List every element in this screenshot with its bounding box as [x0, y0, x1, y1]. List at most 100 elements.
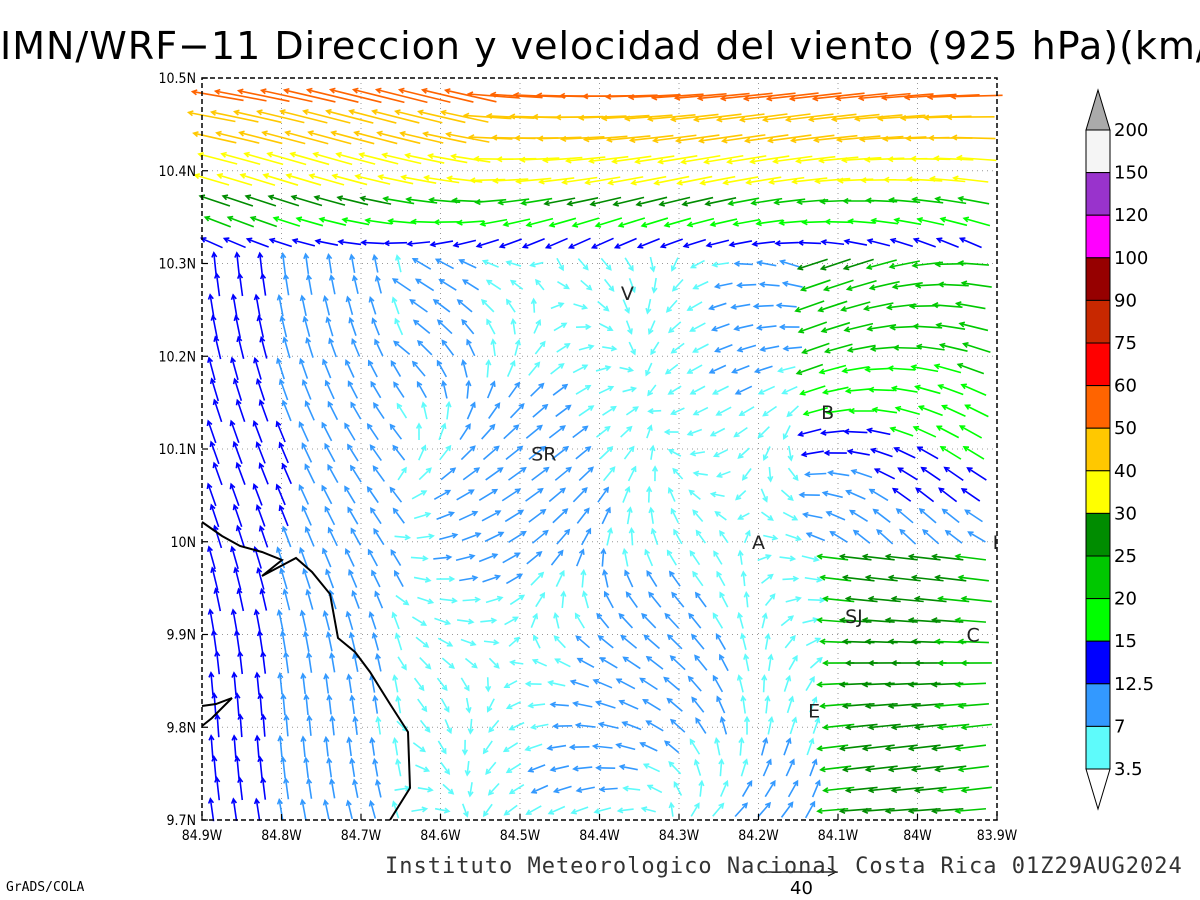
- wind-vector: [843, 322, 874, 333]
- wind-vector: [743, 134, 789, 144]
- wind-vector: [349, 253, 356, 274]
- wind-vector: [809, 758, 818, 777]
- wind-vector: [299, 609, 308, 632]
- wind-vector: [764, 694, 771, 714]
- wind-vector: [508, 636, 521, 647]
- wind-vector: [520, 197, 553, 206]
- wind-vector: [452, 239, 477, 248]
- wind-vector: [325, 631, 333, 652]
- wind-vector: [524, 680, 542, 688]
- wind-vector: [214, 713, 221, 738]
- wind-vector: [439, 444, 452, 461]
- wind-vector: [199, 237, 223, 249]
- wind-vector: [848, 509, 869, 523]
- wind-vector: [764, 779, 776, 798]
- wind-vector: [552, 508, 569, 524]
- wind-vector: [532, 403, 549, 418]
- wind-vector: [622, 656, 641, 670]
- colorbar-segment: [1085, 385, 1111, 429]
- wind-vector: [549, 765, 570, 773]
- wind-vector: [686, 428, 703, 437]
- wind-vector: [695, 717, 707, 734]
- wind-vector: [351, 589, 360, 609]
- wind-vector: [667, 449, 682, 457]
- wind-vector: [190, 89, 244, 102]
- wind-vector: [393, 381, 405, 398]
- lon-tick-label: 84.9W: [182, 828, 223, 844]
- wind-vector: [368, 296, 377, 315]
- wind-vector: [392, 507, 405, 524]
- wind-vector: [321, 421, 333, 442]
- wind-vector: [325, 568, 335, 589]
- wind-vector: [397, 466, 407, 481]
- wind-vector: [819, 765, 852, 773]
- wind-vector: [736, 674, 744, 693]
- wind-vector: [434, 617, 452, 626]
- wind-vector: [416, 380, 428, 399]
- wind-vector: [441, 339, 455, 356]
- wind-vector: [865, 259, 897, 270]
- wind-vector: [954, 617, 987, 624]
- wind-vector: [418, 467, 432, 481]
- lat-tick-label: 9.7N: [167, 813, 196, 829]
- reference-vector-value: 40: [790, 878, 813, 899]
- wind-vector: [891, 282, 923, 290]
- wind-vector: [436, 511, 455, 521]
- wind-vector: [439, 532, 459, 541]
- reference-vector: [764, 867, 838, 877]
- lon-tick-label: 84.8W: [261, 828, 302, 844]
- wind-vector: [530, 612, 539, 629]
- wind-vector: [601, 568, 609, 588]
- wind-vector: [527, 764, 546, 773]
- wind-vector: [284, 130, 329, 145]
- wind-vector: [812, 716, 821, 734]
- wind-vector: [374, 338, 384, 357]
- wind-vector: [649, 256, 656, 273]
- colorbar-label: 30: [1114, 503, 1137, 524]
- wind-vector: [719, 529, 729, 544]
- wind-vector: [708, 302, 727, 311]
- wind-vector: [529, 723, 549, 730]
- wind-vector: [382, 196, 415, 205]
- wind-vector: [216, 173, 253, 186]
- wind-vector: [326, 756, 333, 778]
- wind-vector: [595, 425, 611, 438]
- wind-vector: [623, 114, 673, 122]
- wind-vector: [938, 342, 968, 352]
- wind-vector: [529, 261, 544, 268]
- wind-vector: [254, 671, 261, 695]
- wind-vector: [613, 237, 637, 249]
- wind-vector: [603, 278, 615, 292]
- wind-vector: [392, 444, 406, 461]
- wind-vector: [440, 761, 451, 775]
- wind-vector: [531, 529, 549, 544]
- wind-vector: [411, 490, 428, 500]
- wind-vector: [686, 301, 703, 311]
- wind-vector: [788, 654, 798, 671]
- wind-vector: [740, 758, 749, 777]
- wind-vector: [461, 739, 469, 756]
- wind-vector: [719, 653, 729, 672]
- wind-vector: [413, 677, 425, 692]
- wind-vector: [232, 440, 243, 464]
- wind-vector: [580, 279, 593, 291]
- wind-vector: [663, 676, 681, 691]
- wind-vector: [345, 295, 354, 316]
- wind-vector: [415, 764, 431, 773]
- wind-vector: [899, 528, 917, 545]
- lon-tick-label: 84.4W: [579, 828, 620, 844]
- wind-vector: [695, 529, 707, 544]
- wind-vector: [255, 504, 266, 527]
- colorbar-segment: [1085, 555, 1111, 600]
- wind-vector: [741, 780, 753, 797]
- wind-vector: [668, 321, 682, 334]
- wind-vector: [304, 400, 315, 421]
- wind-vector: [525, 805, 542, 815]
- wind-vector: [689, 738, 701, 755]
- wind-vector: [962, 446, 985, 460]
- coastline: [201, 521, 412, 821]
- wind-vector: [548, 217, 577, 228]
- wind-vector: [329, 714, 336, 736]
- wind-vector: [295, 216, 324, 227]
- wind-vector: [231, 671, 238, 696]
